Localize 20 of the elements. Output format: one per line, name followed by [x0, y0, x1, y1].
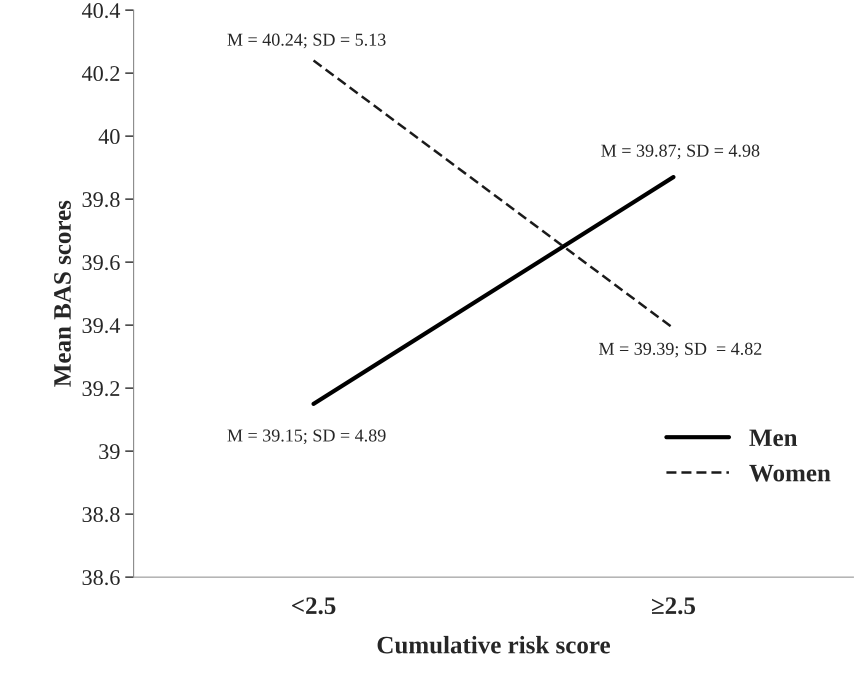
y-axis-title: Mean BAS scores: [54, 200, 71, 387]
y-tick-label: 39: [99, 444, 120, 460]
x-axis-title: Cumulative risk score: [378, 636, 610, 654]
y-tick-label: 40.4: [82, 3, 120, 18]
y-tick-label: 39.6: [82, 255, 120, 270]
y-tick-label: 40.2: [82, 66, 120, 82]
y-tick-label: 38.8: [82, 507, 120, 522]
x-tick-label: ≥2.5: [652, 597, 696, 614]
annotation: M = 39.87; SD = 4.98: [601, 144, 760, 160]
y-tick-label: 38.6: [82, 570, 120, 586]
annotation: M = 40.24; SD = 5.13: [227, 34, 386, 48]
x-tick-label: <2.5: [292, 597, 336, 614]
y-tick-label: 39.4: [82, 318, 120, 334]
legend-label: Women: [749, 464, 831, 482]
y-tick-label: 40: [98, 129, 120, 144]
annotation: M = 39.39; SD = 4.82: [598, 342, 762, 358]
y-tick-label: 39.8: [82, 192, 120, 208]
y-tick-label: 39.2: [82, 381, 120, 396]
annotation: M = 39.15; SD = 4.89: [227, 429, 386, 444]
legend-label: Men: [749, 430, 798, 446]
